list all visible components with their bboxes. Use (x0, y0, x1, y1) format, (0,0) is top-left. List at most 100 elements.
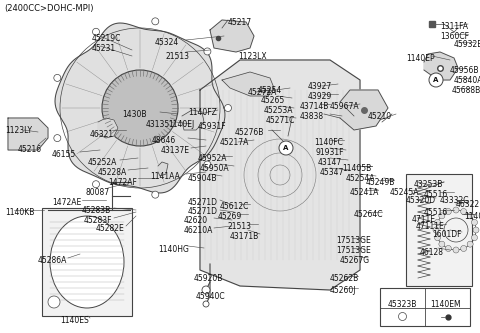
Text: 43253B: 43253B (414, 180, 444, 189)
Text: 17513GE: 17513GE (336, 236, 371, 245)
Circle shape (439, 241, 445, 247)
Text: 45323B: 45323B (388, 300, 418, 309)
Text: 45283B: 45283B (82, 206, 111, 215)
Circle shape (445, 208, 451, 214)
Text: 47111E: 47111E (416, 222, 445, 231)
Text: 45249B: 45249B (366, 178, 396, 187)
Text: 1140EM: 1140EM (430, 300, 461, 309)
Text: 45210: 45210 (368, 112, 392, 121)
Text: 45940C: 45940C (196, 292, 226, 301)
Text: 43838: 43838 (300, 112, 324, 121)
Text: 43332C: 43332C (440, 196, 469, 205)
Text: 45271D: 45271D (188, 198, 218, 207)
Text: 21513: 21513 (165, 52, 189, 61)
Text: 43147: 43147 (318, 158, 342, 167)
Circle shape (102, 70, 178, 146)
Text: 45216: 45216 (18, 145, 42, 154)
Text: 1140GD: 1140GD (464, 212, 480, 221)
Text: 1123LX: 1123LX (238, 52, 266, 61)
Circle shape (204, 48, 211, 55)
Polygon shape (222, 72, 274, 96)
Text: 45272A: 45272A (248, 88, 277, 97)
Text: 46322: 46322 (456, 200, 480, 209)
Text: 1140ES: 1140ES (60, 316, 89, 325)
Circle shape (398, 312, 407, 320)
Text: 42620: 42620 (184, 216, 208, 225)
Polygon shape (200, 60, 360, 290)
Text: 46128: 46128 (420, 248, 444, 257)
Text: 1141AA: 1141AA (150, 172, 180, 181)
Text: 1140HG: 1140HG (158, 245, 189, 254)
Text: 43135: 43135 (146, 120, 170, 129)
Text: 91931F: 91931F (316, 148, 345, 157)
Circle shape (152, 18, 159, 25)
Text: 45271D: 45271D (188, 207, 218, 216)
Text: 17513GE: 17513GE (336, 246, 371, 255)
Text: 46210A: 46210A (184, 226, 214, 235)
Circle shape (453, 247, 459, 253)
Text: 45956B: 45956B (450, 66, 480, 75)
Polygon shape (424, 52, 458, 80)
Text: 45260J: 45260J (330, 286, 357, 295)
Text: 11405B: 11405B (342, 164, 371, 173)
Text: 1601DF: 1601DF (432, 230, 461, 239)
Ellipse shape (50, 216, 124, 308)
Text: 43927: 43927 (308, 82, 332, 91)
Polygon shape (340, 90, 388, 130)
Text: 43714B: 43714B (300, 102, 329, 111)
Text: 45323B: 45323B (389, 294, 416, 300)
Text: 43171B: 43171B (230, 232, 259, 241)
Text: 45347: 45347 (320, 168, 344, 177)
Text: 45245A: 45245A (390, 188, 420, 197)
Text: 1140KB: 1140KB (5, 208, 35, 217)
Text: 45276B: 45276B (235, 128, 264, 137)
Text: 1140EM: 1140EM (433, 294, 462, 300)
Text: 45219C: 45219C (92, 34, 121, 43)
Circle shape (152, 191, 159, 198)
Bar (380, 288, 470, 326)
Text: 1311FA: 1311FA (440, 22, 468, 31)
Text: 1472AE: 1472AE (52, 198, 81, 207)
Text: 45931F: 45931F (198, 122, 227, 131)
Bar (42, 208, 132, 316)
Text: 45967A: 45967A (330, 102, 360, 111)
Circle shape (204, 161, 211, 168)
Text: 1472AF: 1472AF (108, 178, 137, 187)
Circle shape (54, 135, 61, 142)
Text: 45516: 45516 (424, 190, 448, 199)
Circle shape (473, 227, 479, 233)
Polygon shape (8, 118, 48, 150)
Text: 1140FZ: 1140FZ (188, 108, 217, 117)
Text: 45262B: 45262B (330, 274, 359, 283)
Polygon shape (210, 20, 254, 52)
Text: 1140EP: 1140EP (406, 54, 434, 63)
Circle shape (93, 28, 99, 35)
Circle shape (54, 74, 61, 81)
Polygon shape (55, 23, 225, 193)
Text: 45516: 45516 (424, 208, 448, 217)
Circle shape (93, 181, 99, 188)
Text: 46155: 46155 (52, 150, 76, 159)
Text: (2400CC>DOHC-MPI): (2400CC>DOHC-MPI) (4, 4, 94, 13)
Text: 45231: 45231 (92, 44, 116, 53)
Circle shape (461, 245, 467, 251)
Text: 45612C: 45612C (220, 202, 250, 211)
Polygon shape (158, 162, 168, 176)
Circle shape (471, 235, 478, 241)
Text: 45267G: 45267G (340, 256, 370, 265)
Text: 45688B: 45688B (452, 86, 480, 95)
Text: 45932B: 45932B (454, 40, 480, 49)
Circle shape (467, 213, 473, 219)
Circle shape (467, 241, 473, 247)
Text: 45253A: 45253A (264, 106, 293, 115)
Text: 21513: 21513 (228, 222, 252, 231)
Text: 45950A: 45950A (200, 164, 229, 173)
Text: 45254: 45254 (258, 86, 282, 95)
Text: 80087: 80087 (86, 188, 110, 197)
Circle shape (434, 219, 441, 225)
Circle shape (433, 227, 439, 233)
Text: 1360CF: 1360CF (440, 32, 469, 41)
Text: 45282E: 45282E (96, 224, 125, 233)
Circle shape (48, 296, 60, 308)
Text: 45920B: 45920B (194, 274, 223, 283)
